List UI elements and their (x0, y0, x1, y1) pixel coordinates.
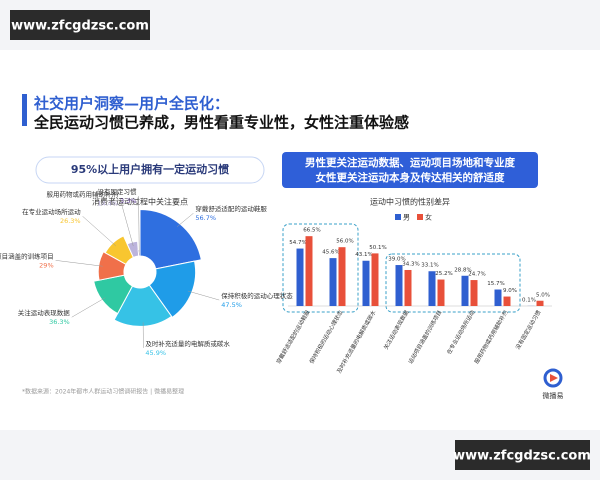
bar-value: 15.7% (487, 281, 504, 287)
bar-value: 5.0% (536, 292, 550, 298)
slice-label: 在专业运动场所运动 (22, 207, 81, 216)
bar (338, 247, 346, 306)
bar (470, 280, 478, 306)
leader-line (176, 213, 194, 227)
pie-slice (93, 274, 134, 315)
slice-value: 29% (39, 261, 53, 269)
pie-slice (97, 251, 127, 281)
bar-value: 34.3% (402, 261, 419, 267)
highlight-box (385, 253, 521, 313)
slice-label: 服用药物或药用辅助补剂 (47, 189, 119, 198)
watermark: www.zfcgdzsc.com (11, 19, 149, 34)
slice-value: 47.5% (221, 301, 242, 309)
leader-line (119, 198, 134, 247)
legend-label: 男 (403, 214, 410, 222)
watermark: www.zfcgdzsc.com (453, 449, 591, 464)
header-bar (22, 94, 27, 126)
bar-value: 28.8% (454, 267, 471, 273)
leader-line (71, 297, 106, 318)
bar-value: 24.7% (468, 272, 485, 278)
pie-slice (139, 208, 202, 270)
banner-line: 女性更关注运动本身及传达相关的舒适度 (316, 171, 505, 184)
header-title: 社交用户洞察—用户全民化： (33, 95, 229, 113)
bar-value: 66.5% (303, 228, 320, 234)
bar (362, 260, 370, 306)
watermark-box (455, 440, 590, 470)
leader-line (138, 196, 140, 254)
legend-label: 女 (425, 213, 432, 222)
bar (437, 279, 445, 306)
bar (329, 258, 337, 306)
slice-label: 及时补充适量的电解质或碳水 (145, 339, 230, 348)
card (0, 50, 600, 430)
pie-slice (126, 240, 140, 259)
legend-swatch (395, 214, 401, 220)
leader-line (187, 290, 220, 301)
bar-value: 45.6% (322, 250, 339, 256)
bar (461, 275, 469, 306)
bar-value: 33.1% (421, 263, 438, 269)
bar-value: 25.2% (435, 271, 452, 277)
bar (428, 271, 436, 306)
slice-value: 36.3% (49, 318, 70, 326)
bar (296, 248, 304, 306)
bar-value: 0.1% (522, 297, 536, 303)
slice-label: 穿戴舒适适配的运动鞋服 (195, 204, 267, 213)
header-subtitle: 全民运动习惯已养成，男性看重专业性，女性注重体验感 (33, 114, 409, 132)
bar-value: 39.0% (388, 257, 405, 263)
banner-line: 男性更关注运动数据、运动项目场地和专业度 (305, 156, 515, 169)
slice-label: 没有固定习惯 (98, 187, 138, 196)
left-pill (35, 156, 265, 184)
bar (395, 265, 403, 306)
slice-label: 保持积极的运动心理状态 (221, 291, 293, 300)
pie-slice (113, 284, 173, 327)
slice-label: 关注运动表现数据 (18, 308, 71, 317)
bar (494, 289, 502, 306)
bar-value: 54.7% (289, 240, 306, 246)
bar (305, 236, 313, 306)
chart-title: 运动中习惯的性别差异 (370, 197, 450, 207)
slice-value: 14.4% (97, 199, 118, 207)
pie-slice (148, 260, 197, 319)
legend-swatch (417, 214, 423, 220)
bar (404, 269, 412, 306)
left-pill-text: 95%以上用户拥有一定运动习惯 (71, 162, 229, 176)
watermark-box (10, 10, 150, 40)
slice-label: 运动项目涵盖的训练项目 (0, 251, 54, 260)
bar (371, 253, 379, 306)
logo-text: 微播易 (543, 391, 564, 400)
slice-value: 3.3% (120, 197, 137, 205)
bar-value: 9.0% (503, 288, 517, 294)
highlight-box (282, 223, 359, 313)
slice-value: 26.3% (60, 217, 81, 225)
slice-value: 56.7% (195, 214, 216, 222)
pie-slice (104, 235, 135, 265)
leader-line (55, 260, 103, 267)
source: *数据来源：2024年都市人群运动习惯调研报告 | 微播易整理 (22, 388, 184, 396)
bar-value: 50.1% (369, 245, 386, 251)
leader-line (82, 216, 116, 246)
bar (503, 296, 511, 306)
chart-title: 消费者运动过程中关注要点 (92, 197, 188, 207)
bar-value: 43.1% (355, 252, 372, 258)
slice-value: 45.9% (145, 349, 166, 357)
bar (536, 300, 544, 306)
bar-value: 56.0% (336, 239, 353, 245)
right-banner (282, 152, 538, 188)
logo-icon (550, 374, 558, 382)
